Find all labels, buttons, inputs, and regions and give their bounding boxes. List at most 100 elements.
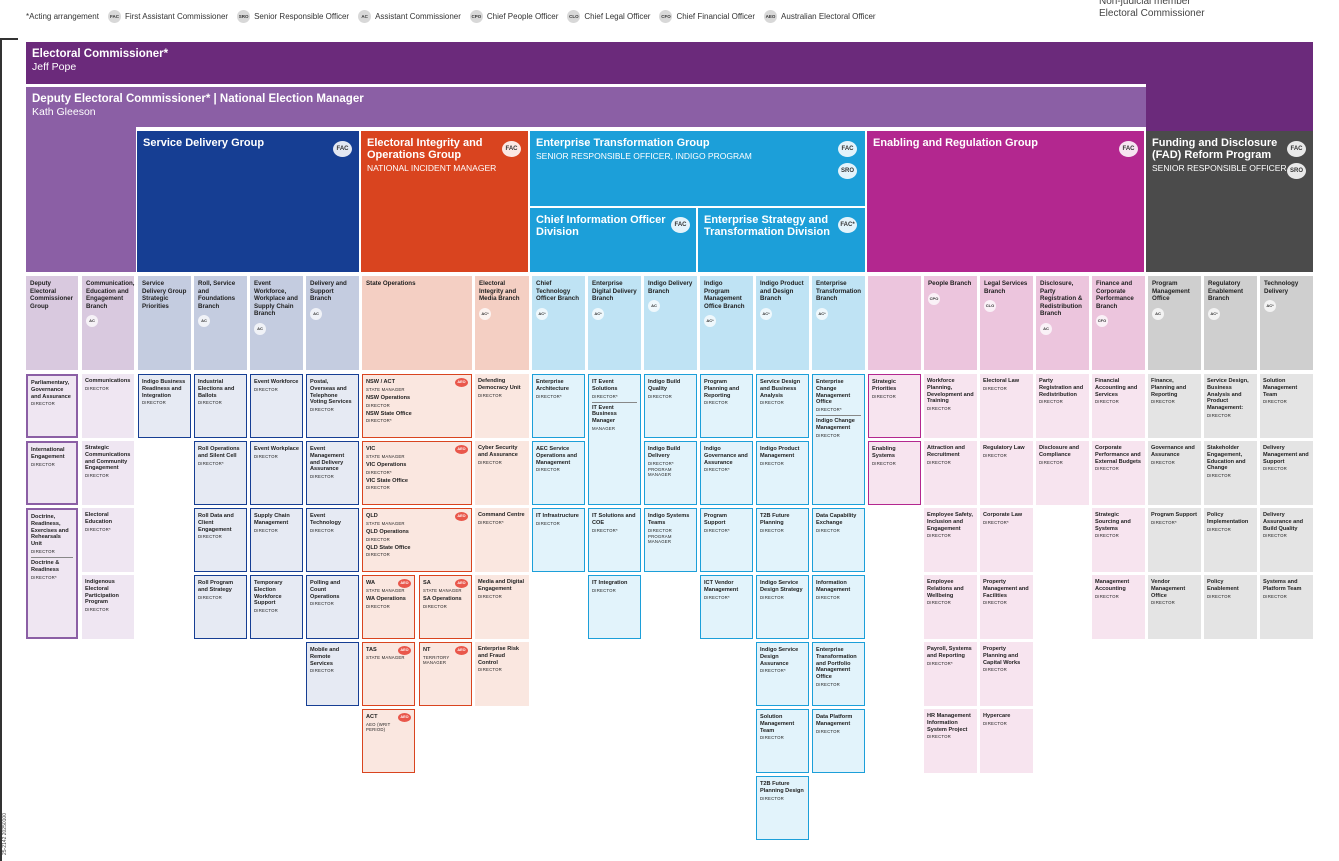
section-name: Stakeholder Engagement, Education and Ch…: [1207, 445, 1246, 472]
branch-badge: AC*: [536, 307, 548, 320]
section-cell: Program Support DIRECTOR*: [1148, 508, 1201, 572]
section-cell: Data Platform Management DIRECTOR: [812, 709, 865, 773]
section-cell: IT Integration DIRECTOR: [588, 575, 641, 639]
section-role: DIRECTOR: [198, 594, 222, 600]
section-role: DIRECTOR: [1095, 399, 1119, 405]
branch-name: Enterprise Transformation Branch: [816, 280, 862, 303]
section-cell: Indigo Systems Teams DIRECTOR PROGRAM MANA…: [644, 508, 697, 572]
section-cell: Finance, Planning and Reporting DIRECTOR: [1148, 374, 1201, 438]
section-role: DIRECTOR: [927, 600, 951, 606]
sro-badge: SRO: [838, 163, 857, 179]
fac-badge: FAC: [502, 141, 521, 157]
group-title: Service Delivery Group: [143, 137, 265, 149]
branch-name: Regulatory Enablement Branch: [1208, 280, 1244, 303]
section-role: DIRECTOR: [31, 548, 55, 554]
section-role: DIRECTOR: [366, 536, 390, 542]
section-name: Governance and Assurance: [1151, 445, 1195, 458]
section-role: DIRECTOR: [1095, 466, 1119, 472]
section-cell: Payroll, Systems and Reporting DIRECTOR*: [924, 642, 977, 706]
section-role: DIRECTOR: [423, 603, 447, 609]
section-name: IT Event Business Manager: [592, 404, 617, 425]
branch-badge: AC: [1040, 322, 1052, 335]
section-cell: Solution Management Team DIRECTOR: [1260, 374, 1313, 438]
section-name: Indigo Build Delivery: [648, 446, 681, 459]
section-cell: T2B Future Planning Design DIRECTOR: [756, 776, 809, 840]
section-role: DIRECTOR: [760, 460, 784, 466]
section-cell: HR Management Information System Project…: [924, 709, 977, 773]
section-name: VIC: [366, 446, 376, 452]
section-name: QLD Operations: [366, 528, 409, 535]
branch-header: Event Workforce, Workplace and Supply Ch…: [250, 276, 303, 370]
branch-badge: AC*: [1208, 307, 1220, 320]
section-cell: Systems and Platform Team DIRECTOR: [1260, 575, 1313, 639]
section-cell: Industrial Elections and Ballots DIRECTOR: [194, 374, 247, 438]
section-cell: Indigo Build Delivery DIRECTOR* PROGRAM MA…: [644, 441, 697, 505]
fac-badge: FAC: [1287, 141, 1306, 157]
section-name: Indigenous Electoral Participation Progr…: [85, 579, 119, 606]
legend-badge: AC: [358, 9, 372, 23]
branch-header: Program Management Office AC: [1148, 276, 1201, 370]
section-role: DIRECTOR: [1207, 593, 1231, 599]
branch-badge: AC*: [479, 307, 491, 320]
legend-label: Assistant Commissioner: [375, 11, 461, 21]
section-role: DIRECTOR*: [760, 668, 786, 674]
branch-name: Chief Technology Officer Branch: [536, 280, 579, 303]
group-subtitle: Senior Responsible Officer, Indigo Progr…: [536, 151, 752, 161]
section-role: DIRECTOR: [760, 594, 784, 600]
non-judicial-role: Electoral Commissioner: [1099, 8, 1205, 19]
section-cell: NT TERRITORY MANAGER AEO: [419, 642, 472, 706]
section-name: NSW / ACT: [366, 379, 396, 385]
section-role: DIRECTOR: [85, 473, 109, 479]
branch-name: Enterprise Digital Delivery Branch: [592, 280, 637, 303]
branch-badge: CLO: [984, 300, 996, 313]
section-role: DIRECTOR: [254, 386, 278, 392]
section-name: QLD State Office: [366, 544, 411, 551]
section-role: TERRITORY MANAGER: [423, 654, 450, 665]
section-cell: T2B Future Planning DIRECTOR: [756, 508, 809, 572]
section-cell: Strategic Priorities DIRECTOR: [868, 374, 921, 438]
section-cell: Property Planning and Capital Works DIREC…: [980, 642, 1033, 706]
branch-name: Disclosure, Party Registration & Redistr…: [1040, 280, 1083, 318]
section-role: DIRECTOR: [816, 594, 840, 600]
section-cell: Defending Democracy Unit DIRECTOR: [475, 374, 529, 438]
section-cell: Employee Relations and Wellbeing DIRECTOR: [924, 575, 977, 639]
section-name: Enterprise Architecture: [536, 379, 569, 392]
section-name: NT: [423, 647, 431, 653]
section-cell: Program Support DIRECTOR*: [700, 508, 753, 572]
section-role: DIRECTOR: [1263, 466, 1287, 472]
section-role: STATE MANAGER: [366, 386, 405, 392]
branch-name: Indigo Product and Design Branch: [760, 280, 804, 303]
section-name: Postal, Overseas and Telephone Voting Se…: [310, 379, 352, 406]
section-cell: Enabling Systems DIRECTOR: [868, 441, 921, 505]
section-role: DIRECTOR: [366, 552, 390, 558]
fac-badge: FAC: [1119, 141, 1138, 157]
fac-badge: FAC: [333, 141, 352, 157]
section-role: DIRECTOR: [983, 600, 1007, 606]
sro-badge: SRO: [1287, 163, 1306, 179]
branch-name: Electoral Integrity and Media Branch: [479, 280, 520, 303]
aeo-badge: AEO: [398, 713, 411, 722]
section-cell: ACT AEO (WRIT PERIOD) AEO: [362, 709, 415, 773]
section-role: DIRECTOR: [1151, 459, 1175, 465]
section-role: DIRECTOR: [648, 527, 672, 533]
aeo-badge: AEO: [398, 579, 411, 588]
branch-header: Deputy Electoral Commissioner Group: [26, 276, 78, 370]
section-name: Polling and Count Operations: [310, 580, 341, 600]
section-cell: QLD STATE MANAGER QLD Operations DIRECTOR QL…: [362, 508, 472, 572]
section-name: Event Management and Delivery Assurance: [310, 446, 345, 473]
non-judicial-title: Non-judicial member: [1099, 0, 1191, 7]
branch-header: Regulatory Enablement Branch AC*: [1204, 276, 1257, 370]
aeo-badge: AEO: [455, 378, 468, 387]
section-name: Enterprise Risk and Fraud Control: [478, 646, 520, 666]
branch-header: Finance and Corporate Performance Branch…: [1092, 276, 1145, 370]
section-cell: Electoral Law DIRECTOR: [980, 374, 1033, 438]
legend-label: Australian Electoral Officer: [781, 11, 876, 21]
section-role: DIRECTOR: [1039, 399, 1063, 405]
section-role: DIRECTOR: [310, 668, 334, 674]
section-name: Service Design and Business Analysis: [760, 379, 801, 399]
section-name: WA: [366, 580, 376, 586]
legend-badge: SRO: [237, 9, 251, 23]
section-cell: Financial Accounting and Services DIRECTO…: [1092, 374, 1145, 438]
branch-name: People Branch: [928, 280, 972, 287]
section-cell: Delivery Assurance and Build Quality DIRE…: [1260, 508, 1313, 572]
